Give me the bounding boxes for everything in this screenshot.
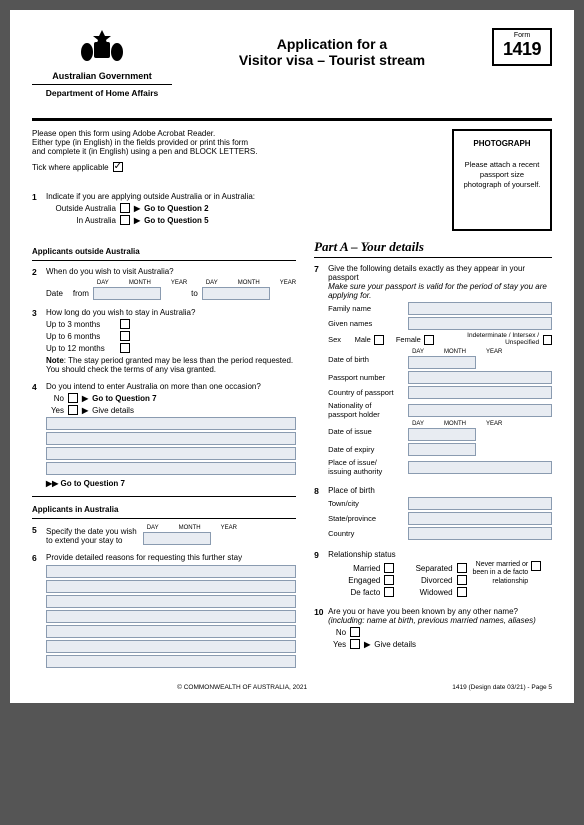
q6-line[interactable] bbox=[46, 640, 296, 653]
checkbox-female[interactable] bbox=[424, 335, 434, 345]
question-10: 10 Are you or have you been known by any… bbox=[314, 607, 552, 651]
question-2: 2 When do you wish to visit Australia? D… bbox=[32, 267, 296, 300]
header: Australian Government Department of Home… bbox=[32, 28, 552, 98]
question-9: 9 Relationship status Married Engaged De… bbox=[314, 550, 552, 599]
photo-box: PHOTOGRAPH Please attach a recent passpo… bbox=[452, 129, 552, 231]
checkbox-defacto[interactable] bbox=[384, 587, 394, 597]
right-column: Part A – Your details 7 Give the followi… bbox=[314, 239, 552, 674]
question-4: 4 Do you intend to enter Australia on mo… bbox=[32, 382, 296, 488]
passport-number-input[interactable] bbox=[408, 371, 552, 384]
q4-detail-line[interactable] bbox=[46, 462, 296, 475]
checkbox-q10-no[interactable] bbox=[350, 627, 360, 637]
checkbox-indet[interactable] bbox=[543, 335, 552, 345]
question-8: 8 Place of birth Town/city State/provinc… bbox=[314, 486, 552, 542]
checkbox-divorced[interactable] bbox=[457, 575, 467, 585]
birth-state-input[interactable] bbox=[408, 512, 552, 525]
intro-section: Please open this form using Adobe Acroba… bbox=[32, 129, 552, 231]
dept-name: Department of Home Affairs bbox=[32, 88, 172, 98]
checkbox-never[interactable] bbox=[531, 561, 541, 571]
checkbox-widowed[interactable] bbox=[457, 587, 467, 597]
question-6: 6 Provide detailed reasons for requestin… bbox=[32, 553, 296, 670]
left-column: Applicants outside Australia 2 When do y… bbox=[32, 239, 296, 674]
q6-line[interactable] bbox=[46, 580, 296, 593]
given-names-input[interactable] bbox=[408, 317, 552, 330]
checkbox-engaged[interactable] bbox=[384, 575, 394, 585]
date-to-input[interactable] bbox=[202, 287, 270, 300]
checkbox-outside[interactable] bbox=[120, 203, 130, 213]
checkbox-male[interactable] bbox=[374, 335, 384, 345]
q4-detail-line[interactable] bbox=[46, 432, 296, 445]
checkbox-q4-yes[interactable] bbox=[68, 405, 78, 415]
divider bbox=[32, 84, 172, 85]
question-7: 7 Give the following details exactly as … bbox=[314, 264, 552, 478]
checkbox-3months[interactable] bbox=[120, 319, 130, 329]
checkbox-example bbox=[113, 162, 123, 172]
part-a-title: Part A – Your details bbox=[314, 239, 552, 255]
section-in-title: Applicants in Australia bbox=[32, 505, 296, 514]
q5-date-input[interactable] bbox=[143, 532, 211, 545]
divider bbox=[32, 118, 552, 121]
footer: © COMMONWEALTH OF AUSTRALIA, 2021 1419 (… bbox=[32, 684, 552, 691]
expiry-date-input[interactable] bbox=[408, 443, 476, 456]
family-name-input[interactable] bbox=[408, 302, 552, 315]
gov-name: Australian Government bbox=[32, 71, 172, 81]
date-from-input[interactable] bbox=[93, 287, 161, 300]
q6-line[interactable] bbox=[46, 595, 296, 608]
checkbox-12months[interactable] bbox=[120, 343, 130, 353]
form-page: Australian Government Department of Home… bbox=[10, 10, 574, 703]
crest-icon bbox=[32, 28, 172, 69]
birth-town-input[interactable] bbox=[408, 497, 552, 510]
intro-text: Please open this form using Adobe Acroba… bbox=[32, 129, 440, 231]
q6-line[interactable] bbox=[46, 610, 296, 623]
form-number-box: Form 1419 bbox=[492, 28, 552, 66]
question-5: 5 Specify the date you wish to extend yo… bbox=[32, 525, 296, 545]
checkbox-6months[interactable] bbox=[120, 331, 130, 341]
checkbox-separated[interactable] bbox=[457, 563, 467, 573]
dob-input[interactable] bbox=[408, 356, 476, 369]
checkbox-q10-yes[interactable] bbox=[350, 639, 360, 649]
nationality-input[interactable] bbox=[408, 404, 552, 417]
q6-line[interactable] bbox=[46, 565, 296, 578]
checkbox-inside[interactable] bbox=[120, 215, 130, 225]
crest-area: Australian Government Department of Home… bbox=[32, 28, 172, 98]
q6-line[interactable] bbox=[46, 655, 296, 668]
q4-detail-line[interactable] bbox=[46, 417, 296, 430]
section-outside-title: Applicants outside Australia bbox=[32, 247, 296, 256]
checkbox-married[interactable] bbox=[384, 563, 394, 573]
passport-country-input[interactable] bbox=[408, 386, 552, 399]
q6-line[interactable] bbox=[46, 625, 296, 638]
checkbox-q4-no[interactable] bbox=[68, 393, 78, 403]
question-3: 3 How long do you wish to stay in Austra… bbox=[32, 308, 296, 374]
birth-country-input[interactable] bbox=[408, 527, 552, 540]
q4-detail-line[interactable] bbox=[46, 447, 296, 460]
issue-date-input[interactable] bbox=[408, 428, 476, 441]
form-title: Application for a Visitor visa – Tourist… bbox=[172, 28, 492, 68]
question-1: 1 Indicate if you are applying outside A… bbox=[32, 192, 440, 227]
issue-place-input[interactable] bbox=[408, 461, 552, 474]
